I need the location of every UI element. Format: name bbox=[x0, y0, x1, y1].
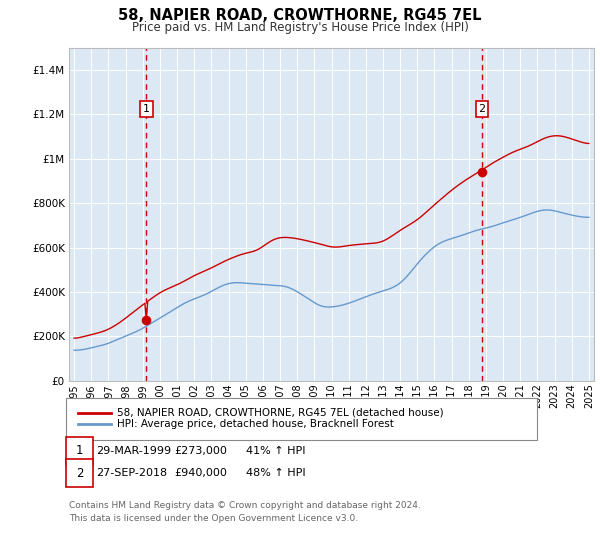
Text: 2: 2 bbox=[76, 466, 83, 480]
Point bbox=[477, 167, 487, 176]
Text: £273,000: £273,000 bbox=[174, 446, 227, 456]
Text: 2: 2 bbox=[478, 104, 485, 114]
Point bbox=[142, 316, 151, 325]
Text: HPI: Average price, detached house, Bracknell Forest: HPI: Average price, detached house, Brac… bbox=[117, 419, 394, 430]
Text: 1: 1 bbox=[76, 444, 83, 458]
Text: 48% ↑ HPI: 48% ↑ HPI bbox=[246, 468, 305, 478]
Text: Price paid vs. HM Land Registry's House Price Index (HPI): Price paid vs. HM Land Registry's House … bbox=[131, 21, 469, 34]
Text: 58, NAPIER ROAD, CROWTHORNE, RG45 7EL (detached house): 58, NAPIER ROAD, CROWTHORNE, RG45 7EL (d… bbox=[117, 408, 443, 418]
Text: 41% ↑ HPI: 41% ↑ HPI bbox=[246, 446, 305, 456]
Text: £940,000: £940,000 bbox=[174, 468, 227, 478]
Text: 29-MAR-1999: 29-MAR-1999 bbox=[96, 446, 171, 456]
Text: Contains HM Land Registry data © Crown copyright and database right 2024.
This d: Contains HM Land Registry data © Crown c… bbox=[69, 501, 421, 522]
Text: 27-SEP-2018: 27-SEP-2018 bbox=[96, 468, 167, 478]
Text: 1: 1 bbox=[143, 104, 150, 114]
Text: 58, NAPIER ROAD, CROWTHORNE, RG45 7EL: 58, NAPIER ROAD, CROWTHORNE, RG45 7EL bbox=[118, 8, 482, 24]
